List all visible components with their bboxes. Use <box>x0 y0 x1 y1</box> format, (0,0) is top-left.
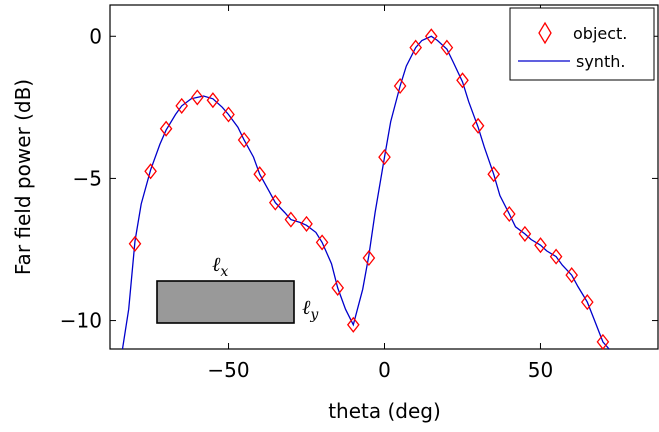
x-tick-label: 0 <box>378 358 391 382</box>
data-point-object <box>315 234 329 251</box>
data-point-object <box>580 294 594 311</box>
y-tick-label: −10 <box>60 309 102 333</box>
data-point-object <box>502 205 516 223</box>
aperture-length-y-label: ℓy <box>302 295 319 323</box>
data-point-object <box>159 120 173 137</box>
data-point-object <box>190 89 204 106</box>
legend-box <box>509 7 655 81</box>
data-point-object <box>534 237 547 254</box>
x-tick-label: 50 <box>528 358 553 382</box>
data-point-object <box>487 166 501 183</box>
x-tick-label: −50 <box>207 358 249 382</box>
series-markers <box>128 28 610 350</box>
legend-label-synth: synth. <box>576 52 625 71</box>
y-tick-label: −5 <box>73 166 102 190</box>
aperture-rectangle <box>156 280 295 324</box>
data-point-object <box>237 131 251 149</box>
legend: object. synth. <box>509 7 655 81</box>
data-point-object <box>300 215 313 232</box>
axes: −50 0 50 0 −5 −10 theta (deg) Far field power (… <box>11 4 659 423</box>
data-point-object <box>393 77 407 95</box>
x-axis-label: theta (deg) <box>328 399 441 423</box>
data-point-object <box>409 39 423 56</box>
data-point-object <box>424 28 438 45</box>
aperture-length-x-label: ℓx <box>212 252 228 280</box>
data-point-object <box>346 316 360 333</box>
data-point-object <box>222 106 235 123</box>
data-point-object <box>378 149 391 166</box>
data-point-object <box>144 163 157 180</box>
legend-label-object: object. <box>573 24 627 43</box>
data-point-object <box>440 39 454 56</box>
legend-diamond-icon <box>538 21 552 45</box>
data-point-object <box>128 235 142 252</box>
aperture-inset: ℓx ℓy <box>156 252 319 324</box>
data-point-object <box>456 72 469 89</box>
y-axis-label: Far field power (dB) <box>11 79 35 275</box>
data-point-object <box>565 267 579 284</box>
data-point-object <box>268 194 282 211</box>
data-point-object <box>284 211 298 228</box>
data-point-object <box>549 248 563 265</box>
y-tick-label: 0 <box>89 24 102 48</box>
data-point-object <box>206 92 220 109</box>
data-point-object <box>253 166 267 183</box>
data-point-object <box>596 333 610 350</box>
data-point-object <box>331 279 345 296</box>
data-point-object <box>471 117 485 134</box>
data-point-object <box>518 225 532 242</box>
data-point-object <box>362 249 376 267</box>
data-point-object <box>175 97 189 114</box>
